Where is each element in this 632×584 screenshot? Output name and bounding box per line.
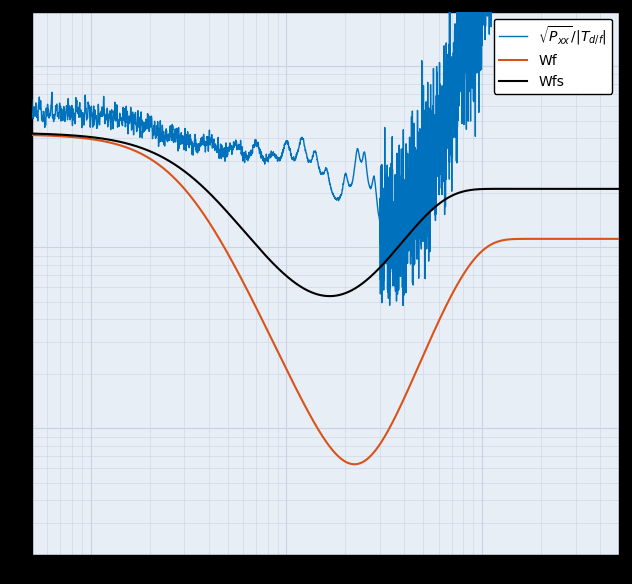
Wfs bbox=[464, 187, 471, 194]
Wf bbox=[375, 442, 383, 449]
Wf bbox=[58, 133, 65, 140]
Legend: $\sqrt{P_{xx}}/|T_{d/f}|$, Wf, Wfs: $\sqrt{P_{xx}}/|T_{d/f}|$, Wf, Wfs bbox=[494, 19, 612, 94]
Wf bbox=[495, 238, 502, 245]
$\sqrt{P_{xx}}/|T_{d/f}|$ bbox=[464, 44, 471, 51]
Wfs bbox=[616, 185, 623, 192]
Wf bbox=[28, 131, 35, 138]
Wf bbox=[464, 265, 471, 272]
Wfs bbox=[58, 131, 65, 138]
Line: Wfs: Wfs bbox=[32, 134, 619, 296]
Wfs bbox=[375, 265, 383, 272]
Wf bbox=[616, 235, 623, 242]
Line: $\sqrt{P_{xx}}/|T_{d/f}|$: $\sqrt{P_{xx}}/|T_{d/f}|$ bbox=[32, 0, 619, 305]
Wfs bbox=[495, 185, 502, 192]
Wf bbox=[351, 461, 358, 468]
Wfs bbox=[326, 293, 334, 300]
Wfs bbox=[241, 228, 248, 235]
Wfs bbox=[401, 235, 409, 242]
Wf bbox=[241, 281, 248, 288]
$\sqrt{P_{xx}}/|T_{d/f}|$ bbox=[401, 219, 409, 226]
$\sqrt{P_{xx}}/|T_{d/f}|$ bbox=[58, 117, 65, 124]
$\sqrt{P_{xx}}/|T_{d/f}|$ bbox=[28, 96, 35, 103]
Line: Wf: Wf bbox=[32, 135, 619, 464]
Wfs bbox=[28, 130, 35, 137]
Wf bbox=[401, 392, 409, 399]
$\sqrt{P_{xx}}/|T_{d/f}|$ bbox=[375, 216, 383, 223]
$\sqrt{P_{xx}}/|T_{d/f}|$ bbox=[399, 302, 407, 309]
$\sqrt{P_{xx}}/|T_{d/f}|$ bbox=[241, 154, 248, 161]
